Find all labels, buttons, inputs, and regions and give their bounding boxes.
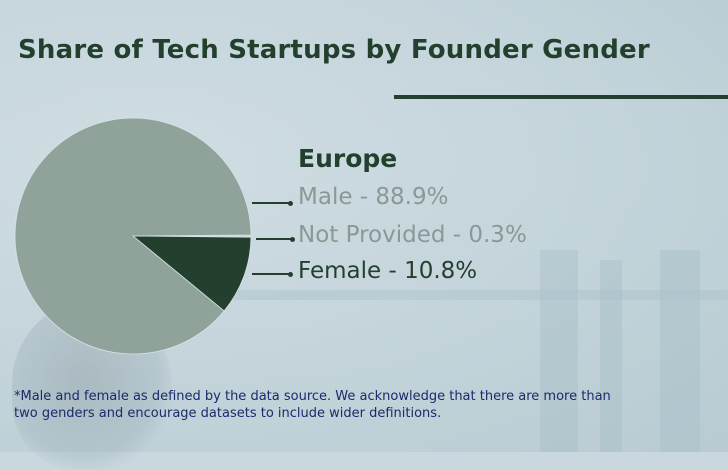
connector-line-male (252, 202, 290, 204)
slice-label-female: Female - 10.8% (298, 258, 478, 284)
slice-label-male: Male - 88.9% (298, 184, 449, 210)
footnote: *Male and female as defined by the data … (14, 389, 611, 421)
region-label: Europe (298, 144, 398, 173)
slice-label-not-provided: Not Provided - 0.3% (298, 222, 527, 248)
pie-chart (14, 117, 252, 355)
background-post (660, 250, 700, 452)
connector-line-not-provided (256, 238, 292, 240)
connector-dot-male (288, 200, 293, 206)
background-post (540, 250, 578, 452)
connector-dot-not-provided (290, 236, 295, 242)
background-post (600, 260, 622, 452)
connector-dot-female (288, 271, 293, 277)
chart-title: Share of Tech Startups by Founder Gender (18, 35, 650, 65)
background-beam (230, 290, 728, 300)
pie-slice-female (131, 235, 252, 312)
pie-slice-male (14, 117, 252, 355)
connector-line-female (252, 273, 290, 275)
title-underline (394, 95, 728, 99)
